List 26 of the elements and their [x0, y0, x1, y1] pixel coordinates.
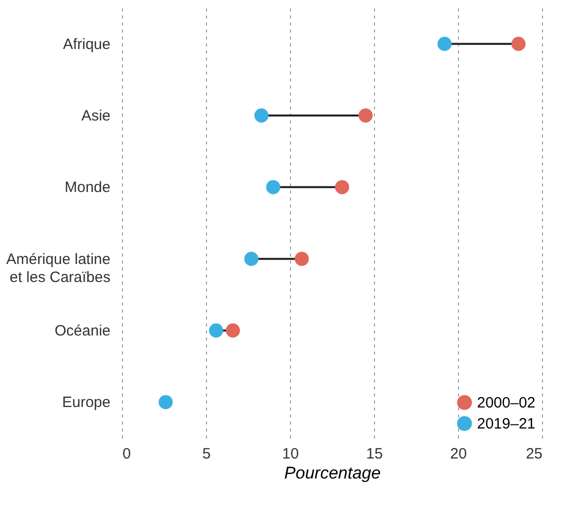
- y-tick-label: Europe: [62, 394, 110, 412]
- y-tick-label: Afrique: [62, 36, 110, 53]
- y-tick-label: Monde: [64, 179, 110, 196]
- point: [244, 252, 258, 266]
- x-tick-label: 25: [526, 446, 542, 462]
- point: [254, 108, 269, 123]
- legend-label: 2019–21: [477, 416, 536, 432]
- y-tick-label: Asie: [81, 108, 110, 124]
- x-axis-title: Pourcentage: [284, 464, 381, 482]
- point: [266, 180, 280, 194]
- x-tick-label: 0: [122, 446, 131, 462]
- point: [209, 323, 224, 338]
- point: [158, 395, 173, 410]
- x-tick-label: 10: [282, 446, 299, 462]
- legend-label: 2000–02: [477, 394, 536, 412]
- y-tick-label: Océanie: [54, 322, 110, 340]
- point: [358, 108, 373, 123]
- point: [335, 180, 350, 194]
- point: [294, 252, 309, 266]
- point: [511, 36, 526, 51]
- point: [226, 323, 240, 338]
- y-tick-label: Amérique latine et les Caraïbes: [6, 250, 110, 286]
- point: [437, 36, 452, 51]
- x-tick-label: 15: [366, 446, 383, 462]
- x-tick-label: 5: [202, 446, 211, 462]
- x-tick-label: 20: [450, 446, 467, 462]
